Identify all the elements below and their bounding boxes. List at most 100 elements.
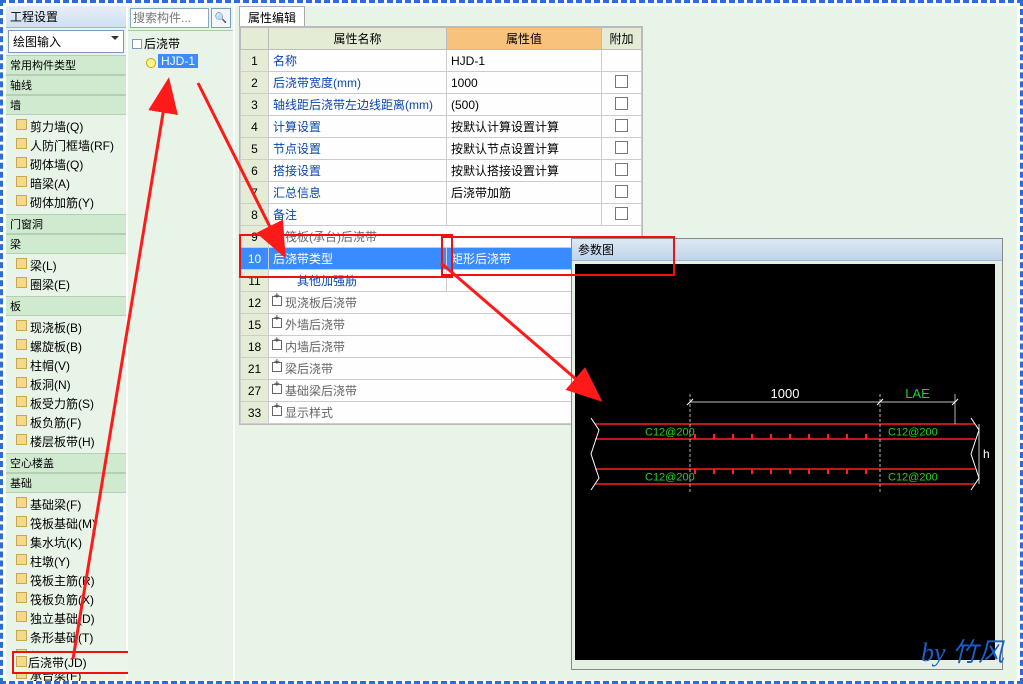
cube-icon <box>16 195 27 206</box>
category-header[interactable]: 轴线 <box>6 75 126 95</box>
cube-icon <box>16 157 27 168</box>
category-header[interactable]: 常用构件类型 <box>6 55 126 75</box>
cube-icon <box>16 258 27 269</box>
component-tree-pane: 🔍 后浇带 HJD-1 <box>128 6 233 680</box>
property-value[interactable]: 按默认计算设置计算 <box>447 116 602 138</box>
cube-icon <box>16 611 27 622</box>
search-icon: 🔍 <box>215 13 227 24</box>
component-item[interactable]: 柱帽(V) <box>16 356 126 375</box>
property-value[interactable]: 按默认节点设置计算 <box>447 138 602 160</box>
component-item[interactable]: 砌体墙(Q) <box>16 155 126 174</box>
cube-icon <box>16 277 27 288</box>
selected-component[interactable]: 后浇带(JD) <box>12 651 144 674</box>
checkbox-icon <box>615 163 628 176</box>
component-item[interactable]: 剪力墙(Q) <box>16 117 126 136</box>
checkbox-icon <box>615 141 628 154</box>
tree-root[interactable]: 后浇带 HJD-1 <box>130 35 231 68</box>
component-item[interactable]: 柱墩(Y) <box>16 552 126 571</box>
col-extra: 附加 <box>602 28 642 50</box>
property-name[interactable]: 备注 <box>269 204 447 226</box>
category-header[interactable]: 基础 <box>6 473 126 493</box>
cube-icon <box>16 358 27 369</box>
category-header[interactable]: 空心楼盖 <box>6 453 126 473</box>
component-item[interactable]: 暗梁(A) <box>16 174 126 193</box>
left-sidebar: 工程设置 绘图输入 常用构件类型轴线墙剪力墙(Q)人防门框墙(RF)砌体墙(Q)… <box>6 6 126 680</box>
svg-text:C12@200: C12@200 <box>645 472 695 484</box>
property-name[interactable]: 计算设置 <box>269 116 447 138</box>
cube-icon <box>16 656 27 667</box>
property-extra[interactable] <box>602 204 642 226</box>
property-extra[interactable] <box>602 116 642 138</box>
cube-icon <box>16 535 27 546</box>
row-number: 6 <box>241 160 269 182</box>
component-item[interactable]: 集水坑(K) <box>16 533 126 552</box>
component-item[interactable]: 筏板基础(M) <box>16 514 126 533</box>
tree-leaf-label: HJD-1 <box>158 54 198 68</box>
component-item[interactable]: 板洞(N) <box>16 375 126 394</box>
category-header[interactable]: 板 <box>6 296 126 316</box>
cube-icon <box>16 415 27 426</box>
category-header[interactable]: 门窗洞 <box>6 214 126 234</box>
component-item[interactable]: 筏板主筋(R) <box>16 571 126 590</box>
property-value[interactable]: 按默认搭接设置计算 <box>447 160 602 182</box>
category-header[interactable]: 墙 <box>6 95 126 115</box>
annotation-box <box>441 236 675 276</box>
property-value[interactable]: 后浇带加筋 <box>447 182 602 204</box>
property-extra[interactable] <box>602 138 642 160</box>
property-extra[interactable] <box>602 50 642 72</box>
checkbox-icon <box>615 75 628 88</box>
component-item[interactable]: 条形基础(T) <box>16 628 126 647</box>
component-item[interactable]: 筏板负筋(X) <box>16 590 126 609</box>
cube-icon <box>16 396 27 407</box>
annotation-box <box>239 234 453 278</box>
row-number: 12 <box>241 292 269 314</box>
panel-title: 工程设置 <box>6 6 126 28</box>
property-value[interactable]: (500) <box>447 94 602 116</box>
cube-icon <box>16 119 27 130</box>
tree-leaf[interactable]: HJD-1 <box>144 54 231 68</box>
component-item[interactable]: 砌体加筋(Y) <box>16 193 126 212</box>
mode-combo[interactable]: 绘图输入 <box>8 30 124 53</box>
svg-text:LAE: LAE <box>905 386 930 401</box>
component-item[interactable]: 基础梁(F) <box>16 495 126 514</box>
property-name[interactable]: 轴线距后浇带左边线距离(mm) <box>269 94 447 116</box>
property-extra[interactable] <box>602 182 642 204</box>
property-extra[interactable] <box>602 72 642 94</box>
property-name[interactable]: 名称 <box>269 50 447 72</box>
property-extra[interactable] <box>602 94 642 116</box>
cube-icon <box>16 320 27 331</box>
component-item[interactable]: 梁(L) <box>16 256 126 275</box>
property-extra[interactable] <box>602 160 642 182</box>
component-item[interactable]: 板负筋(F) <box>16 413 126 432</box>
checkbox-icon <box>615 185 628 198</box>
tree-root-label: 后浇带 <box>144 37 180 51</box>
col-rownum <box>241 28 269 50</box>
row-number: 33 <box>241 402 269 424</box>
cube-icon <box>16 516 27 527</box>
component-item[interactable]: 板受力筋(S) <box>16 394 126 413</box>
row-number: 2 <box>241 72 269 94</box>
svg-text:C12@200: C12@200 <box>888 472 938 484</box>
component-item[interactable]: 独立基础(D) <box>16 609 126 628</box>
component-item[interactable]: 圈梁(E) <box>16 275 126 294</box>
row-number: 5 <box>241 138 269 160</box>
component-item[interactable]: 楼层板带(H) <box>16 432 126 451</box>
cube-icon <box>16 339 27 350</box>
property-name[interactable]: 后浇带宽度(mm) <box>269 72 447 94</box>
property-value[interactable] <box>447 204 602 226</box>
component-item[interactable]: 现浇板(B) <box>16 318 126 337</box>
category-header[interactable]: 梁 <box>6 234 126 254</box>
property-name[interactable]: 节点设置 <box>269 138 447 160</box>
search-button[interactable]: 🔍 <box>211 8 231 28</box>
property-value[interactable]: 1000 <box>447 72 602 94</box>
search-input[interactable] <box>130 8 209 28</box>
property-name[interactable]: 搭接设置 <box>269 160 447 182</box>
svg-text:C12@200: C12@200 <box>888 427 938 439</box>
row-number: 15 <box>241 314 269 336</box>
property-tab[interactable]: 属性编辑 <box>239 6 305 28</box>
cube-icon <box>16 592 27 603</box>
component-item[interactable]: 人防门框墙(RF) <box>16 136 126 155</box>
property-name[interactable]: 汇总信息 <box>269 182 447 204</box>
component-item[interactable]: 螺旋板(B) <box>16 337 126 356</box>
property-value[interactable]: HJD-1 <box>447 50 602 72</box>
